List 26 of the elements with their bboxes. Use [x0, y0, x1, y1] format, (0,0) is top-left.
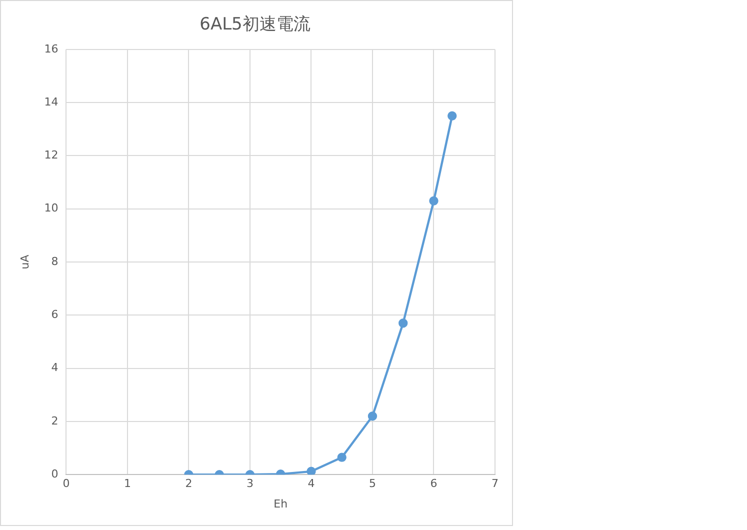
y-tick-label: 8 — [51, 254, 58, 268]
chart-title: 6AL5初速電流 — [200, 14, 310, 35]
y-tick-label: 2 — [51, 414, 58, 428]
point — [398, 318, 408, 328]
y-tick-label: 4 — [51, 361, 58, 374]
x-tick-label: 0 — [62, 477, 70, 490]
point — [337, 452, 346, 462]
x-tick-label: 3 — [246, 477, 254, 490]
y-tick-label: 12 — [44, 148, 58, 162]
x-axis-title: Eh — [274, 497, 288, 510]
y-tick-label: 0 — [51, 467, 58, 480]
point — [448, 111, 457, 120]
y-tick-label: 10 — [44, 202, 58, 215]
y-tick-label: 14 — [44, 95, 58, 108]
y-tick-label: 6 — [51, 308, 58, 322]
y-tick-label: 16 — [44, 42, 58, 56]
x-tick-label: 1 — [124, 477, 131, 490]
x-tick-label: 5 — [368, 477, 376, 490]
y-axis-title: uA — [18, 254, 32, 270]
x-tick-label: 2 — [185, 477, 192, 490]
point — [306, 466, 316, 475]
point — [368, 412, 378, 421]
x-tick-label: 7 — [492, 477, 498, 490]
x-tick-label: 4 — [308, 477, 315, 490]
x-tick-label: 6 — [430, 477, 438, 490]
point — [429, 196, 438, 206]
